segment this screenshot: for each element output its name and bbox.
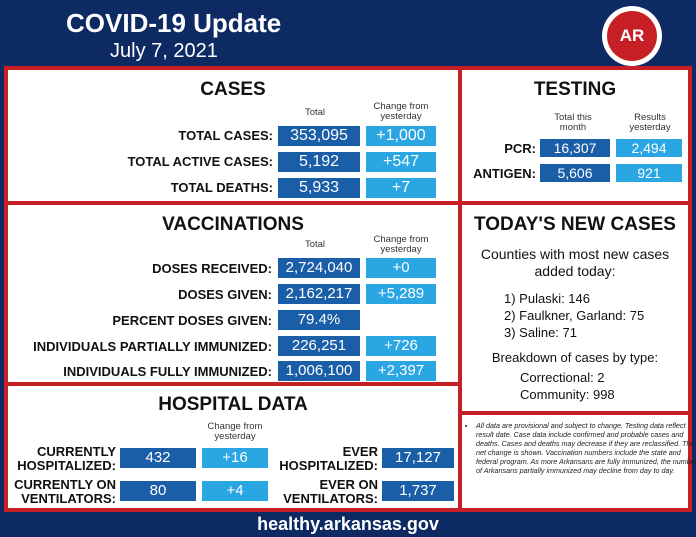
vaccinations-row-label: INDIVIDUALS PARTIALLY IMMUNIZED: <box>33 339 272 354</box>
cases-change-value: +1,000 <box>366 126 436 146</box>
data-notes: All data are provisional and subject to … <box>464 421 696 475</box>
pcr-results-value: 2,494 <box>616 139 682 157</box>
partially-immunized-change: +726 <box>366 336 436 356</box>
currently-ventilators-value: 80 <box>120 481 196 501</box>
doses-received-value: 2,724,040 <box>278 258 360 278</box>
currently-ventilators-change: +4 <box>202 481 268 501</box>
new-cases-intro-line1: Counties with most new cases <box>480 246 670 262</box>
ever-hospitalized-label-line2: HOSPITALIZED: <box>279 458 378 473</box>
doses-given-change: +5,289 <box>366 284 436 304</box>
cases-row-label: TOTAL DEATHS: <box>170 180 273 195</box>
hospital-title: HOSPITAL DATA <box>158 394 308 415</box>
ever-ventilators-label: EVER ON VENTILATORS: <box>270 478 378 506</box>
cases-title: CASES <box>200 79 266 100</box>
percent-doses-given-value: 79.4% <box>278 310 360 330</box>
cases-col-total: Total <box>304 107 326 118</box>
currently-hospitalized-label: CURRENTLY HOSPITALIZED: <box>8 445 116 473</box>
currently-hospitalized-value: 432 <box>120 448 196 468</box>
content-frame: CASES Total Change from yesterday TOTAL … <box>4 66 692 512</box>
deaths-total-value: 5,933 <box>278 178 360 198</box>
currently-ventilators-label: CURRENTLY ON VENTILATORS: <box>8 478 116 506</box>
active-cases-change-value: +547 <box>366 152 436 172</box>
currently-hospitalized-label-line1: CURRENTLY <box>37 444 116 459</box>
currently-ventilators-label-line2: VENTILATORS: <box>21 491 116 506</box>
footer-url[interactable]: healthy.arkansas.gov <box>257 514 439 534</box>
notes-panel <box>462 415 688 508</box>
fully-immunized-change: +2,397 <box>366 361 436 381</box>
county-list-item: 3) Saline: 71 <box>504 325 577 340</box>
ever-ventilators-label-line2: VENTILATORS: <box>283 491 378 506</box>
logo-text: AR <box>619 26 645 45</box>
currently-hospitalized-change: +16 <box>202 448 268 468</box>
testing-row-label: PCR: <box>504 141 536 156</box>
cases-panel: CASES Total Change from yesterday TOTAL … <box>8 70 458 201</box>
testing-col-total: Total this month <box>554 112 592 133</box>
hospital-panel: HOSPITAL DATA Change from yesterday CURR… <box>8 386 458 508</box>
active-cases-total-value: 5,192 <box>278 152 360 172</box>
vaccinations-row-label: DOSES RECEIVED: <box>152 261 272 276</box>
testing-title: TESTING <box>533 79 617 100</box>
new-cases-title: TODAY'S NEW CASES <box>474 214 676 235</box>
currently-hospitalized-label-line2: HOSPITALIZED: <box>17 458 116 473</box>
county-list-item: 1) Pulaski: 146 <box>504 291 590 306</box>
vaccinations-col-change: Change from yesterday <box>373 234 429 255</box>
ever-hospitalized-value: 17,127 <box>382 448 454 468</box>
ever-ventilators-value: 1,737 <box>382 481 454 501</box>
health-department-logo: AR <box>602 6 662 66</box>
testing-row-label: ANTIGEN: <box>473 166 536 181</box>
cases-row-label: TOTAL CASES: <box>178 128 273 143</box>
breakdown-title: Breakdown of cases by type: <box>491 350 659 365</box>
antigen-results-value: 921 <box>616 164 682 182</box>
pcr-total-value: 16,307 <box>540 139 610 157</box>
currently-ventilators-label-line1: CURRENTLY ON <box>14 477 116 492</box>
page-title: COVID-19 Update <box>66 8 282 38</box>
partially-immunized-value: 226,251 <box>278 336 360 356</box>
fully-immunized-value: 1,006,100 <box>278 361 360 381</box>
report-date: July 7, 2021 <box>110 40 218 62</box>
ever-ventilators-label-line1: EVER ON <box>319 477 378 492</box>
vaccinations-title: VACCINATIONS <box>162 214 304 235</box>
doses-given-value: 2,162,217 <box>278 284 360 304</box>
antigen-total-value: 5,606 <box>540 164 610 182</box>
logo-badge: AR <box>607 11 657 61</box>
doses-received-change: +0 <box>366 258 436 278</box>
ever-hospitalized-label-line1: EVER <box>342 444 378 459</box>
cases-col-change: Change from yesterday <box>373 101 429 122</box>
vaccinations-row-label: DOSES GIVEN: <box>178 287 272 302</box>
new-cases-intro-line2: added today: <box>534 263 616 279</box>
cases-row-label: TOTAL ACTIVE CASES: <box>127 154 273 169</box>
breakdown-item: Correctional: 2 <box>520 370 605 385</box>
vaccinations-row-label: PERCENT DOSES GIVEN: <box>112 313 272 328</box>
vaccinations-panel: VACCINATIONS Total Change from yesterday… <box>8 205 458 382</box>
ever-hospitalized-label: EVER HOSPITALIZED: <box>270 445 378 473</box>
testing-panel: TESTING Total this month Results yesterd… <box>462 70 688 201</box>
testing-col-results: Results yesterday <box>629 112 671 133</box>
county-list-item: 2) Faulkner, Garland: 75 <box>504 308 645 323</box>
vaccinations-row-label: INDIVIDUALS FULLY IMMUNIZED: <box>63 364 272 379</box>
deaths-change-value: +7 <box>366 178 436 198</box>
hospital-col-change: Change from yesterday <box>207 421 263 442</box>
data-notes-text: All data are provisional and subject to … <box>476 421 696 475</box>
vaccinations-col-total: Total <box>304 239 326 250</box>
breakdown-item: Community: 998 <box>520 387 615 402</box>
new-cases-panel: TODAY'S NEW CASES Counties with most new… <box>462 205 688 411</box>
cases-total-value: 353,095 <box>278 126 360 146</box>
